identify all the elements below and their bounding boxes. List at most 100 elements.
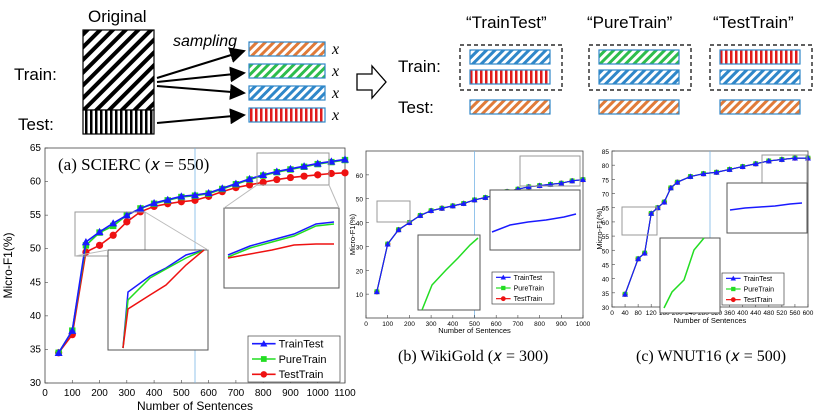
data-point: [641, 250, 648, 256]
data-point: [300, 162, 309, 170]
data-point: [428, 207, 435, 214]
data-point: [674, 179, 681, 185]
y-tick-label: 45: [602, 262, 610, 269]
x-tick-label: 360: [724, 310, 735, 317]
y-tick-label: 35: [602, 291, 610, 298]
x-tick-label: 600: [491, 321, 502, 328]
x-tick-label: 1000: [576, 321, 591, 328]
data-point: [482, 194, 489, 200]
settings-test-label: Test:: [398, 98, 434, 117]
x-tick-label: 120: [646, 310, 657, 317]
zoom-inset-a-left: [107, 249, 209, 351]
setting-train-blue: [469, 49, 551, 65]
zoom-inset-b-left: [417, 234, 481, 311]
zoom-inset-c-right: [726, 182, 808, 234]
data-point: [739, 163, 746, 169]
x-tick-label: 400: [737, 310, 748, 317]
x-tick-label: 520: [776, 310, 787, 317]
data-point: [713, 169, 720, 175]
data-point: [752, 160, 759, 167]
sample-orange: [248, 41, 326, 57]
setting-frame-testtrain: [709, 44, 813, 91]
arrow-2: [156, 66, 246, 83]
arrow-1: [156, 47, 246, 79]
x-tick-label: 500: [173, 388, 190, 399]
data-point: [68, 326, 77, 334]
y-tick-label: 30: [602, 305, 610, 312]
sampling-label: sampling: [173, 33, 237, 50]
x-tick-label: 560: [790, 310, 801, 317]
data-point: [245, 174, 254, 183]
arrow-4: [156, 108, 246, 125]
data-point: [163, 195, 172, 203]
legend-marker: [260, 356, 267, 362]
data-point: [667, 184, 674, 191]
zoom-inset-c-left: [659, 237, 721, 314]
data-point: [373, 288, 380, 295]
x-tick-label: 600: [803, 310, 814, 317]
data-point: [204, 188, 213, 197]
legend: TrainTest PureTrain TestTrain: [247, 335, 341, 383]
chart-title-scierc: (a) SCIERC (𝑥 = 550): [58, 155, 209, 174]
y-tick-label: 30: [356, 244, 364, 251]
y-tick-label: 65: [602, 206, 610, 213]
setting-frame-traintest: [459, 44, 563, 91]
data-point: [95, 241, 104, 249]
y-tick-label: 50: [602, 248, 610, 255]
x-tick-label: 400: [447, 321, 458, 328]
data-point: [245, 181, 254, 189]
big-arrow-icon: [356, 64, 387, 100]
x-tick-label: 500: [469, 321, 480, 328]
data-point: [622, 291, 629, 297]
legend-label: PureTrain: [279, 354, 327, 366]
data-point: [449, 202, 456, 209]
setting-train-green: [598, 49, 680, 65]
setting-train-blue: [598, 69, 680, 85]
legend-label: PureTrain: [514, 285, 545, 292]
x-axis-label: Number of Sentences: [438, 326, 511, 335]
x-symbol: x: [331, 85, 339, 102]
legend-label: PureTrain: [744, 286, 775, 293]
x-tick-label: 800: [534, 321, 545, 328]
data-point: [417, 212, 424, 218]
train-block: [82, 29, 155, 111]
data-point: [471, 196, 478, 203]
x-tick-label: 100: [64, 388, 81, 399]
y-tick-label: 60: [602, 220, 610, 227]
x-tick-label: 600: [200, 388, 217, 399]
data-point: [661, 199, 668, 205]
x-tick-label: 80: [635, 310, 643, 317]
zoom-box-c-left: [621, 206, 658, 236]
setting-frame-puretrain: [588, 44, 692, 91]
data-point: [558, 180, 565, 186]
data-point: [109, 219, 118, 227]
x-tick-label: 200: [91, 388, 108, 399]
train-label: Train:: [14, 65, 57, 84]
inset-curves: [122, 202, 803, 349]
original-label: Original: [88, 7, 147, 26]
x-tick-label: 900: [556, 321, 567, 328]
zoom-inset-b-right: [489, 189, 581, 251]
y-tick-label: 30: [30, 378, 42, 389]
data-point: [177, 192, 186, 200]
data-point: [395, 226, 402, 233]
setting-train-red: [719, 49, 801, 65]
x-tick-label: 440: [750, 310, 761, 317]
data-point: [259, 178, 267, 186]
x-axis-label: Number of Sentences: [137, 399, 253, 413]
sample-blue: [248, 85, 326, 101]
legend-marker: [500, 274, 506, 280]
x-tick-label: 0: [364, 321, 368, 328]
sample-green: [248, 63, 326, 79]
data-point: [536, 182, 543, 188]
data-point: [791, 155, 798, 161]
y-tick-label: 20: [356, 268, 364, 275]
legend-marker: [500, 296, 506, 302]
legend-label: TrainTest: [279, 339, 324, 351]
x-tick-label: 100: [382, 321, 393, 328]
series-line-testtrain: [57, 172, 346, 354]
x-tick-label: 0: [610, 310, 614, 317]
y-tick-label: 55: [602, 234, 610, 241]
y-tick-label: 40: [30, 311, 42, 322]
